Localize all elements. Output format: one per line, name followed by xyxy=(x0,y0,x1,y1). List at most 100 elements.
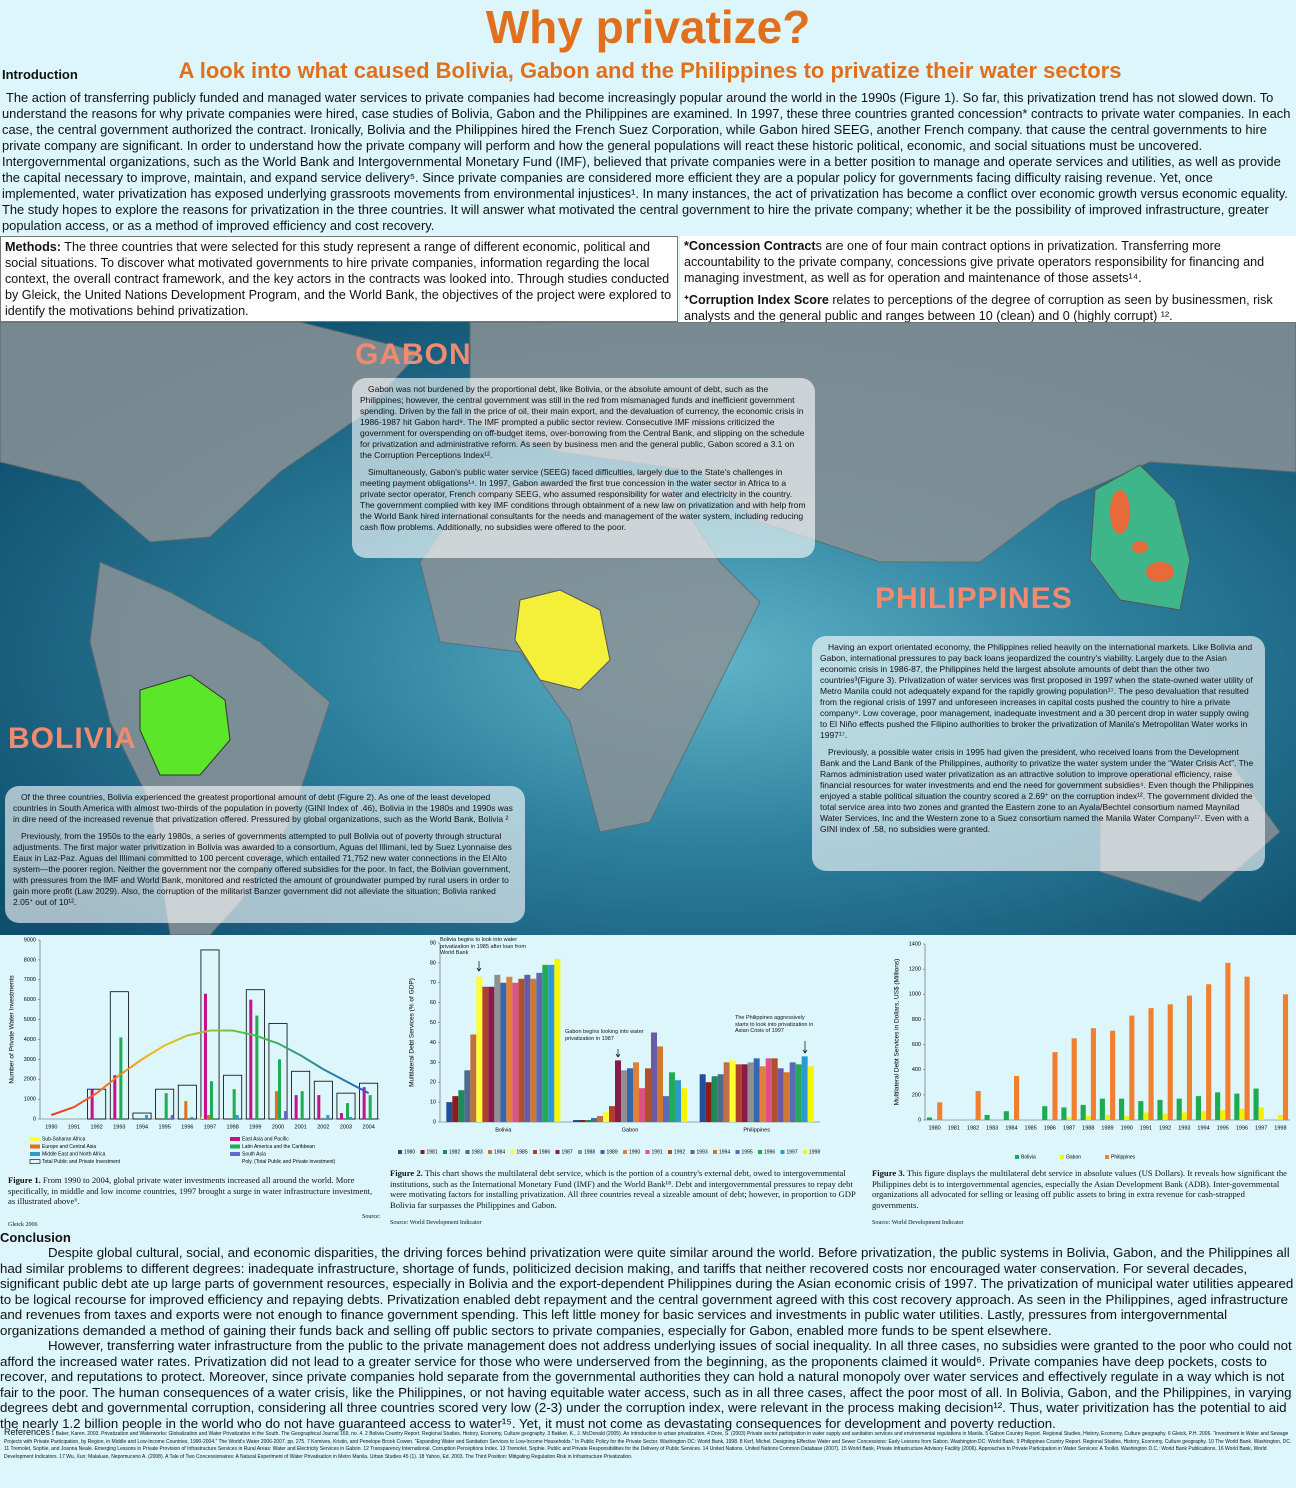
bar xyxy=(723,1062,730,1122)
bar xyxy=(747,1062,754,1122)
bar xyxy=(518,978,525,1122)
bar-outline xyxy=(313,1080,333,1120)
annotation-arrowhead xyxy=(476,967,482,972)
bar xyxy=(206,1115,210,1119)
bar xyxy=(1138,1101,1144,1120)
bar xyxy=(278,1059,282,1119)
legend-swatch xyxy=(713,1150,717,1154)
figure-label: Figure 2. xyxy=(390,1168,423,1178)
x-tick-label: 2001 xyxy=(295,1124,307,1130)
chart-panel: 0 200 400 600 800 1000 1200 1400 Multilateral De… xyxy=(870,935,1296,1167)
bar xyxy=(1129,1015,1135,1120)
legend-label: 1997 xyxy=(787,1149,798,1155)
legend-label: 1992 xyxy=(674,1149,685,1155)
legend-swatch xyxy=(230,1137,240,1141)
section-heading: Introduction xyxy=(2,67,78,82)
legend-label: 1986 xyxy=(539,1149,550,1155)
bar xyxy=(1200,1111,1207,1120)
x-tick-label: 1996 xyxy=(181,1124,193,1130)
caption-text: This chart shows the multilateral debt s… xyxy=(390,1168,856,1210)
x-tick-label: 1984 xyxy=(1005,1125,1017,1131)
methods-box: Methods: The three countries that were s… xyxy=(0,236,678,322)
bar xyxy=(494,974,501,1122)
x-tick-label: 1980 xyxy=(928,1125,940,1131)
y-tick-label: 4000 xyxy=(24,1037,36,1043)
figure-caption: Figure 1. From 1990 to 2004, global priv… xyxy=(8,1175,378,1207)
bar xyxy=(984,1114,990,1120)
bar xyxy=(119,1037,123,1119)
bar xyxy=(615,1060,621,1122)
bar xyxy=(675,1080,681,1122)
bar xyxy=(1215,1092,1221,1120)
bar xyxy=(458,1090,465,1122)
introduction-text: The action of transferring publicly fund… xyxy=(2,90,1291,233)
bar xyxy=(645,1068,651,1122)
x-tick-label: 1999 xyxy=(249,1124,261,1130)
bar xyxy=(1124,1116,1130,1120)
notes-box: *Concession Contracts are one of four ma… xyxy=(680,236,1296,324)
bar xyxy=(300,1091,304,1119)
country-name: PHILIPPINES xyxy=(875,582,1073,615)
x-tick-label: 1998 xyxy=(1274,1125,1286,1131)
bar xyxy=(164,1093,168,1119)
bar xyxy=(1085,1116,1091,1120)
bar xyxy=(1052,1052,1058,1120)
note-term: ᐩCorruption Index Score xyxy=(684,293,829,307)
bar xyxy=(741,1064,748,1122)
bar xyxy=(609,1106,615,1122)
chart-panel: 0 1000 2000 3000 4000 5000 6000 7000 8000 9000 Num… xyxy=(0,935,385,1167)
bar xyxy=(184,1101,188,1119)
bar xyxy=(735,1064,742,1122)
figure-label: Figure 1. xyxy=(8,1175,41,1185)
bar xyxy=(1239,1108,1245,1120)
source: Source: World Development Indicator xyxy=(390,1220,482,1226)
legend-swatch xyxy=(30,1137,40,1141)
paragraph: Having an export orientated economy, the… xyxy=(820,642,1253,740)
y-tick-label: 400 xyxy=(912,1067,921,1073)
bar xyxy=(554,958,561,1122)
legend-label: 1995 xyxy=(742,1149,753,1155)
bar xyxy=(765,1058,772,1122)
y-tick-label: 0 xyxy=(918,1117,921,1123)
y-tick-label: 80 xyxy=(430,960,436,966)
bar xyxy=(573,1120,579,1122)
y-tick-label: 70 xyxy=(430,980,436,986)
y-tick-label: 200 xyxy=(912,1092,921,1098)
bar xyxy=(482,986,489,1122)
bar xyxy=(1014,1076,1020,1120)
x-tick-label: 1992 xyxy=(1159,1125,1171,1131)
annotation-arrowhead xyxy=(615,1053,621,1058)
y-tick-label: 5000 xyxy=(24,1017,36,1023)
bar xyxy=(235,1115,239,1119)
x-tick-label: 1998 xyxy=(227,1124,239,1130)
x-tick-label: 1994 xyxy=(136,1124,148,1130)
note: ᐩCorruption Index Score relates to perce… xyxy=(684,292,1292,324)
bar xyxy=(657,1046,663,1122)
trend-line xyxy=(51,1029,370,1116)
legend-swatch xyxy=(30,1144,40,1149)
y-tick-label: 3000 xyxy=(24,1057,36,1063)
bar xyxy=(1277,1114,1283,1120)
caption-text: This figure displays the multilateral de… xyxy=(872,1168,1287,1210)
legend-swatch xyxy=(735,1150,740,1154)
legend-swatch xyxy=(1060,1155,1064,1159)
bar xyxy=(1066,1117,1072,1120)
bar xyxy=(1244,976,1250,1120)
legend-label: 1996 xyxy=(764,1149,775,1155)
bolivia-box: Of the three countries, Bolivia experien… xyxy=(5,786,525,923)
legend-swatch xyxy=(645,1150,650,1154)
bar xyxy=(1080,1104,1086,1120)
y-axis-label: Multilateral Debt Services in Dollars, U… xyxy=(894,959,901,1106)
x-tick-label: 1990 xyxy=(45,1124,57,1130)
bar xyxy=(753,1058,760,1122)
x-tick-label: 1991 xyxy=(1140,1125,1152,1131)
x-tick-label: 1983 xyxy=(986,1125,998,1131)
note-term: *Concession Contract xyxy=(684,239,816,253)
y-tick-label: 90 xyxy=(430,940,436,946)
legend-label: 1982 xyxy=(449,1149,460,1155)
bar xyxy=(1110,1030,1116,1120)
figure-label: Figure 3. xyxy=(872,1168,905,1178)
x-tick-label: Philippines xyxy=(743,1127,770,1133)
source: Source: xyxy=(362,1214,381,1220)
bolivia-shape xyxy=(139,674,231,776)
